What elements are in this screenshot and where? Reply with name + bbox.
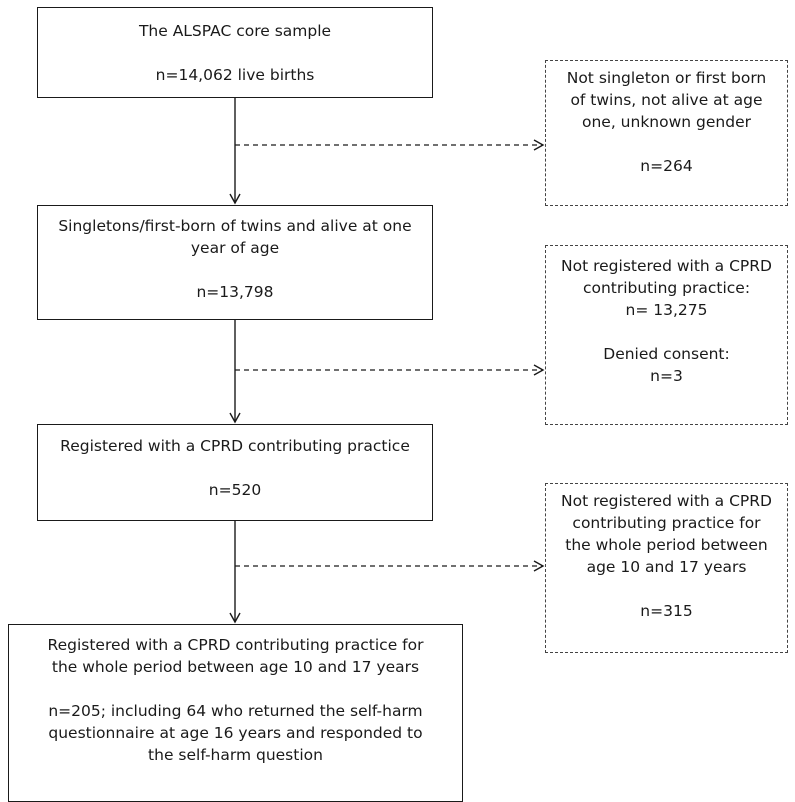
main-box-core-sample: The ALSPAC core sample n=14,062 live bir… <box>37 7 433 98</box>
box-count-line: n=520 <box>208 481 262 499</box>
box-count-line: questionnaire at age 16 years and respon… <box>48 724 423 742</box>
box-text-line: contributing practice for <box>572 514 761 532</box>
exclusion-box-not-whole-period: Not registered with a CPRD contributing … <box>545 483 788 653</box>
box-count-line: n=14,062 live births <box>155 66 315 84</box>
main-box-registered-cprd: Registered with a CPRD contributing prac… <box>37 424 433 521</box>
box-text-line: Not singleton or first born <box>566 69 767 87</box>
box-count-line: n=205; including 64 who returned the sel… <box>48 702 423 720</box>
exclusion-box-not-registered: Not registered with a CPRD contributing … <box>545 245 788 425</box>
box-count-line: Denied consent: <box>603 345 730 363</box>
box-text-line: age 10 and 17 years <box>586 558 747 576</box>
box-text-line: Registered with a CPRD contributing prac… <box>60 437 410 455</box>
box-count-line: n=3 <box>650 367 683 385</box>
box-text-line: the whole period between <box>565 536 768 554</box>
box-count-line: n=13,798 <box>196 283 274 301</box>
box-text-line: Not registered with a CPRD <box>561 257 772 275</box>
box-text-line: the whole period between age 10 and 17 y… <box>51 658 420 676</box>
box-text-line: of twins, not alive at age <box>570 91 763 109</box>
box-text-line: contributing practice: <box>582 279 751 297</box>
box-text-line: The ALSPAC core sample <box>138 22 332 40</box>
exclusion-box-not-singleton: Not singleton or first born of twins, no… <box>545 60 788 206</box>
box-text-line: n= 13,275 <box>625 301 708 319</box>
box-count-line: n=315 <box>640 602 693 620</box>
box-text-line: year of age <box>190 239 280 257</box>
box-text-line: one, unknown gender <box>581 113 751 131</box>
main-box-final-sample: Registered with a CPRD contributing prac… <box>8 624 463 802</box>
main-box-singletons: Singletons/first-born of twins and alive… <box>37 205 433 320</box>
box-count-line: n=264 <box>640 157 693 175</box>
box-text-line: Singletons/first-born of twins and alive… <box>58 217 412 235</box>
box-text-line: Not registered with a CPRD <box>561 492 772 510</box>
box-text-line: Registered with a CPRD contributing prac… <box>47 636 424 654</box>
box-count-line: the self-harm question <box>148 746 323 764</box>
